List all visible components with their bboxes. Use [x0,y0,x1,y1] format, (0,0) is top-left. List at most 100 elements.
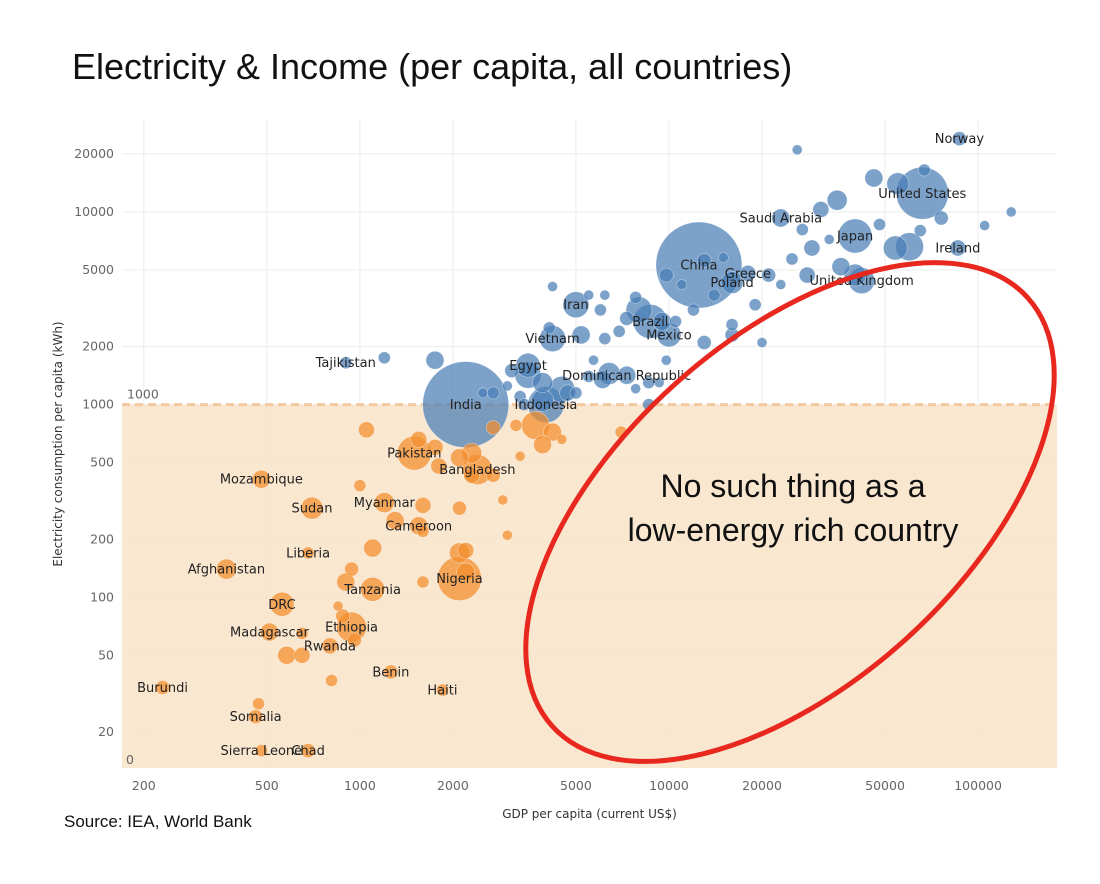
label-japan: Japan [836,230,873,245]
label-haiti: Haiti [427,684,457,699]
data-point [598,332,612,345]
label-madagascar: Madagascar [230,626,310,641]
data-point [718,252,729,263]
label-ethiopia: Ethiopia [325,621,378,636]
x-tick-label: 50000 [865,778,905,793]
data-point [696,253,712,268]
point-tajikistan [339,356,353,370]
label-mozambique: Mozambique [220,473,303,488]
point-iran [562,291,590,318]
point-mozambique [252,469,271,489]
label-sudan: Sudan [292,502,333,517]
data-point [325,674,338,687]
data-point [425,350,445,370]
data-point [571,325,591,345]
data-point [485,467,501,483]
y-tick-label: 20000 [74,146,114,161]
data-point [588,354,599,366]
point-afghanistan [216,558,237,580]
point-sierra-leone [255,744,268,757]
label-bangladesh: Bangladesh [439,463,515,478]
label-cameroon: Cameroon [385,519,452,534]
data-point [485,420,501,435]
label-liberia: Liberia [286,546,330,561]
data-point [979,220,990,231]
data-point [612,325,626,338]
label-vietnam: Vietnam [525,332,579,347]
data-point [347,632,362,648]
label-norway: Norway [935,132,985,147]
data-point [599,289,611,301]
data-point [630,383,641,394]
data-point [452,500,467,516]
data-point [502,380,513,392]
point-rwanda [321,637,339,655]
annotation-ellipse [523,260,1057,764]
label-afghanistan: Afghanistan [188,563,265,578]
x-tick-label: 200 [132,778,156,793]
label-benin: Benin [372,665,409,680]
label-tanzania: Tanzania [343,583,401,598]
point-norway [952,131,967,146]
x-tick-label: 10000 [649,778,689,793]
data-point [430,457,448,475]
data-point [669,315,682,328]
data-point [653,377,665,388]
point-somalia [248,709,263,724]
data-point [293,646,311,664]
x-tick-label: 2000 [437,778,469,793]
data-point [277,645,297,665]
data-point [761,267,776,283]
data-point [477,387,489,399]
data-point [831,257,851,276]
data-point [791,144,803,156]
data-point [416,525,430,538]
point-poland [720,271,744,294]
data-point [532,372,553,393]
y-axis-label: Electricity consumption per capita (kWh) [51,321,65,566]
data-point [660,354,672,366]
x-tick-label: 500 [255,778,279,793]
data-point [676,279,688,290]
data-point [426,439,444,456]
label-pakistan: Pakistan [387,447,441,462]
label-chad: Chad [291,744,325,759]
point-liberia [301,546,315,560]
label-dominican-republic: Dominican Republic [562,369,691,384]
data-point [486,386,500,400]
data-point [594,303,607,317]
data-point [883,235,908,261]
y-tick-label: 2000 [82,339,114,354]
data-point [785,252,799,266]
label-poland: Poland [710,276,753,291]
y-tick-label: 200 [90,531,114,546]
zero-label: 0 [126,752,134,767]
point-japan [837,218,873,254]
data-point [756,337,768,348]
label-somalia: Somalia [230,710,282,725]
y-tick-label: 5000 [82,262,114,277]
y-tick-label: 20 [98,724,114,739]
data-point [796,223,809,236]
point-benin [383,664,399,680]
y-tick-label: 10000 [74,204,114,219]
label-india: India [450,398,482,413]
data-point [385,511,405,530]
point-tanzania [360,577,385,602]
x-tick-label: 100000 [954,778,1002,793]
x-tick-label: 20000 [742,778,782,793]
data-point [696,335,712,350]
axis-ticks: 200 500 1000 2000 5000 10000 20000 50000 1000002… [74,146,1002,793]
point-haiti [436,683,449,697]
data-point [823,234,835,245]
data-point [826,189,848,211]
data-point [363,538,382,558]
data-point [775,279,787,290]
point-dominican-republic [617,365,637,385]
data-point [864,168,884,188]
data-point [547,281,558,292]
point-ireland [949,239,967,257]
data-point [748,298,762,311]
x-tick-label: 5000 [560,778,592,793]
label-indonesia: Indonesia [515,398,578,413]
